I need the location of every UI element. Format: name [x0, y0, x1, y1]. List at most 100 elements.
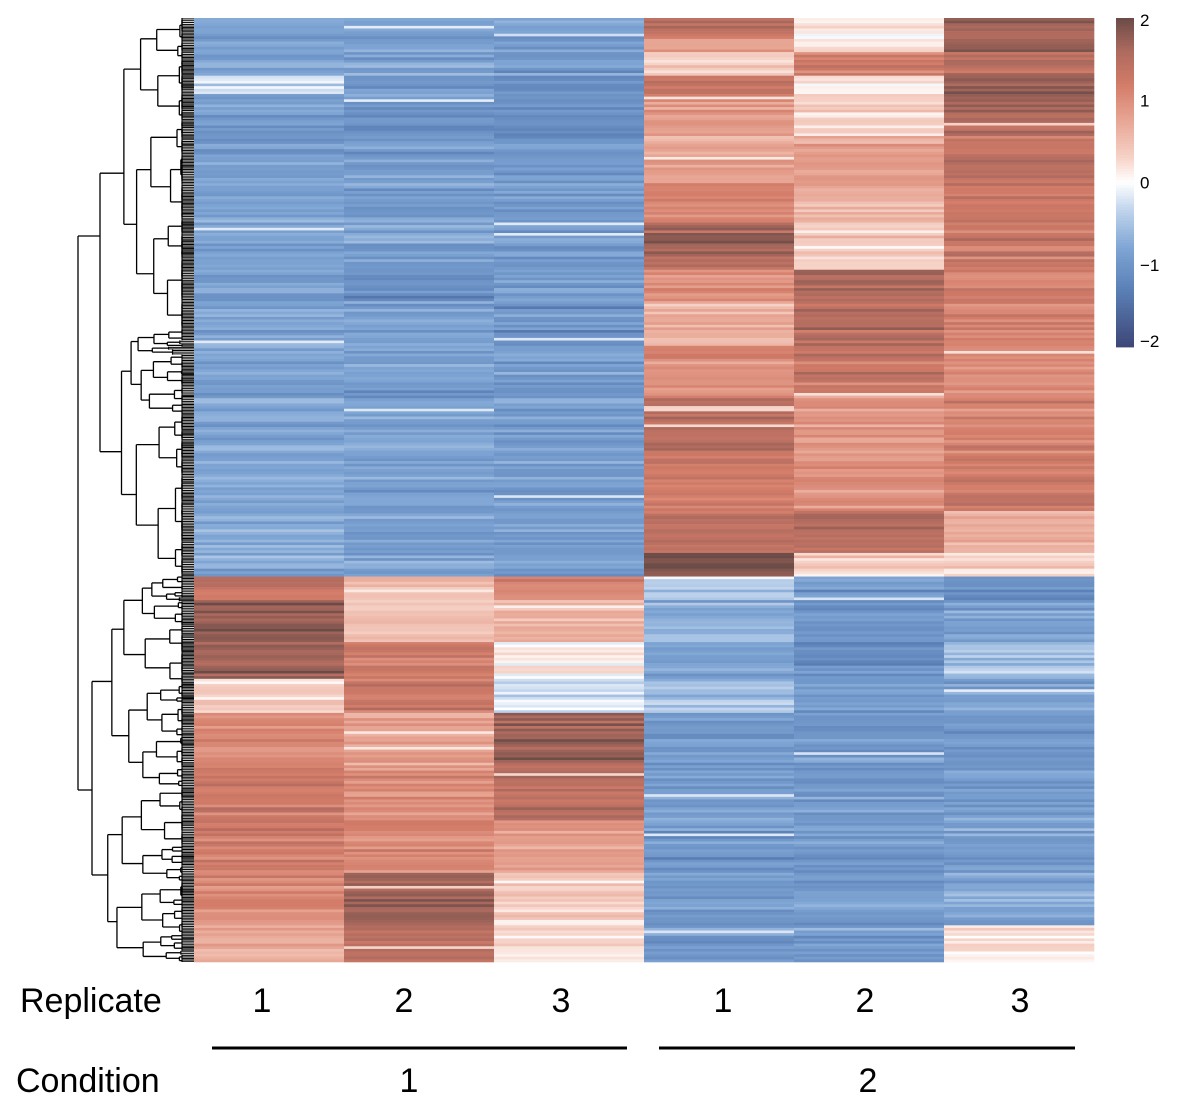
heatmap-cell	[794, 269, 945, 273]
heatmap-cell	[344, 466, 495, 470]
heatmap-cell	[494, 474, 645, 478]
heatmap-cell	[194, 369, 345, 373]
heatmap-cell	[794, 259, 945, 263]
heatmap-cell	[344, 264, 495, 268]
heatmap-cell	[194, 673, 345, 677]
colorbar-segment	[1116, 97, 1134, 101]
heatmap-cell	[194, 503, 345, 507]
heatmap-cell	[344, 778, 495, 782]
heatmap-cell	[344, 214, 495, 218]
heatmap-cell	[344, 765, 495, 769]
heatmap-cell	[494, 720, 645, 724]
heatmap-cell	[644, 870, 795, 874]
heatmap-cell	[194, 799, 345, 803]
heatmap-cell	[944, 749, 1095, 753]
heatmap-cell	[344, 335, 495, 339]
heatmap-cell	[644, 264, 795, 268]
heatmap-cell	[794, 621, 945, 625]
heatmap-cell	[944, 676, 1095, 680]
heatmap-cell	[194, 739, 345, 743]
heatmap-cell	[194, 589, 345, 593]
heatmap-cell	[194, 927, 345, 931]
heatmap-cell	[944, 83, 1095, 87]
heatmap-cell	[944, 922, 1095, 926]
heatmap-cell	[494, 353, 645, 357]
heatmap-cell	[644, 442, 795, 446]
heatmap-cell	[344, 196, 495, 200]
heatmap-cell	[644, 510, 795, 514]
heatmap-cell	[194, 689, 345, 693]
heatmap-cell	[194, 421, 345, 425]
heatmap-cell	[644, 351, 795, 354]
heatmap-cell	[344, 288, 495, 292]
colorbar-segment	[1116, 163, 1134, 167]
heatmap-cell	[944, 909, 1095, 913]
heatmap-cell	[344, 285, 495, 289]
colorbar-segment	[1116, 116, 1134, 120]
heatmap-cell	[794, 899, 945, 902]
heatmap-cell	[644, 411, 795, 415]
condition-label: 2	[859, 1062, 878, 1100]
heatmap-cell	[494, 476, 645, 480]
heatmap-cell	[494, 833, 645, 837]
heatmap-cell	[494, 571, 645, 575]
heatmap-cell	[944, 529, 1095, 533]
heatmap-cell	[644, 846, 795, 850]
heatmap-cell	[344, 518, 495, 522]
heatmap-cell	[344, 377, 495, 381]
heatmap-cell	[344, 644, 495, 648]
heatmap-cell	[194, 411, 345, 415]
heatmap-cell	[194, 864, 345, 868]
heatmap-cell	[794, 298, 945, 302]
heatmap-cell	[944, 293, 1095, 297]
heatmap-cell	[794, 277, 945, 281]
heatmap-cell	[344, 209, 495, 213]
heatmap-cell	[494, 149, 645, 153]
heatmap-cell	[194, 681, 345, 685]
heatmap-cell	[944, 566, 1095, 569]
heatmap-cell	[194, 395, 345, 399]
heatmap-cell	[494, 823, 645, 826]
colorbar-segment	[1116, 157, 1134, 161]
heatmap-cell	[944, 421, 1095, 425]
heatmap-cell	[794, 639, 945, 643]
heatmap-cell	[644, 796, 795, 800]
heatmap-cell	[194, 62, 345, 66]
heatmap-cell	[344, 330, 495, 333]
heatmap-cell	[644, 741, 795, 745]
heatmap-cell	[644, 938, 795, 942]
heatmap-cell	[344, 587, 495, 590]
heatmap-cell	[794, 896, 945, 900]
heatmap-cell	[494, 788, 645, 792]
heatmap-cell	[644, 746, 795, 750]
heatmap-cell	[344, 440, 495, 444]
heatmap-cell	[194, 555, 345, 559]
heatmap-cell	[194, 628, 345, 632]
heatmap-cell	[644, 455, 795, 459]
heatmap-cell	[494, 686, 645, 690]
heatmap-cell	[194, 602, 345, 606]
heatmap-cell	[494, 581, 645, 585]
heatmap-cell	[944, 733, 1095, 737]
heatmap-cell	[194, 676, 345, 680]
heatmap-cell	[794, 914, 945, 918]
heatmap-cell	[194, 31, 345, 35]
heatmap-cell	[194, 112, 345, 116]
heatmap-cell	[794, 212, 945, 215]
heatmap-cell	[944, 592, 1095, 596]
heatmap-cell	[194, 49, 345, 53]
heatmap-cell	[944, 594, 1095, 598]
heatmap-cell	[644, 78, 795, 82]
heatmap-cell	[794, 951, 945, 955]
heatmap-cell	[494, 537, 645, 541]
colorbar-segment	[1116, 333, 1134, 337]
heatmap-cell	[494, 623, 645, 627]
heatmap-cell	[944, 424, 1095, 428]
heatmap-cell	[644, 893, 795, 897]
heatmap-cell	[194, 859, 345, 863]
heatmap-cell	[494, 361, 645, 365]
heatmap-cell	[794, 109, 945, 113]
heatmap-cell	[344, 303, 495, 307]
heatmap-cell	[644, 899, 795, 902]
colorbar-segment	[1116, 64, 1134, 68]
